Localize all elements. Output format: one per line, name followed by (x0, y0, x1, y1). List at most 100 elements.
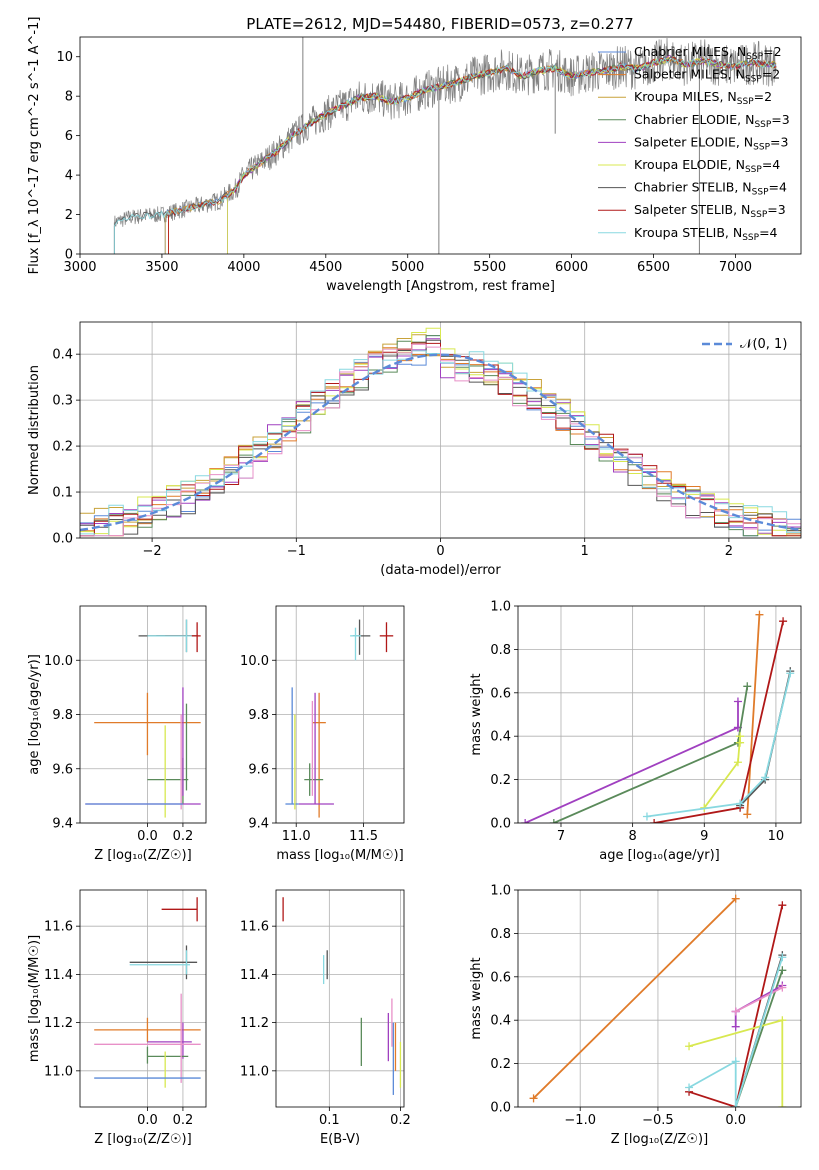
x-tick-label: 0.2 (390, 1113, 411, 1128)
plus-marker (642, 812, 651, 821)
charts-container: 3000 3500 4000 4500 5000 5500 6000 6500 7000 0 2 4 6… (27, 17, 802, 1147)
plus-marker (521, 819, 530, 823)
plus-marker (731, 1057, 740, 1066)
y-tick-label: 0.6 (490, 970, 511, 985)
plot-area (113, 37, 777, 254)
panel-massweight-vs-Z: −1.0 −0.5 0.0 0.0 0.2 0.4 0.6 0.8 1.0 Z [log₁₀(Z/… (469, 884, 802, 1147)
y-tick-label: 10.0 (240, 654, 269, 669)
x-tick-label: 6000 (555, 260, 588, 275)
plus-marker (743, 810, 752, 819)
x-tick-label: −1.0 (564, 1113, 596, 1128)
normal-distribution-curve (80, 353, 801, 532)
y-tick-label: 0.4 (490, 730, 511, 745)
x-tick-label: 0.0 (725, 1113, 746, 1128)
legend-subscript: SSP (745, 165, 762, 175)
data-point-errorbar (379, 622, 394, 653)
legend-label: Salpeter ELODIE, N (634, 134, 753, 149)
y-tick-label: 0.2 (490, 1057, 511, 1072)
mass-weight-line (688, 957, 784, 1107)
x-tick-label: −2 (143, 544, 162, 559)
y-tick-label: 0.8 (490, 643, 511, 658)
x-tick-label: 11.5 (349, 829, 378, 844)
y-tick-label: 11.6 (44, 920, 73, 935)
plus-marker (778, 953, 787, 962)
x-axis-label: wavelength [Angstrom, rest frame] (326, 279, 555, 294)
axes-frame (275, 605, 405, 824)
y-tick-label: 10.0 (44, 654, 73, 669)
x-tick-label: −1 (287, 544, 306, 559)
mass-weight-line (524, 701, 739, 823)
legend-label: Kroupa MILES, N (634, 89, 737, 104)
mass-weight-line (739, 670, 792, 807)
mass-weight-line (746, 614, 761, 815)
residual-histogram (80, 343, 801, 537)
panel-age-vs-mass: 11.0 11.5 9.4 9.6 9.8 10.0 mass [log₁₀(M/M☉)] (240, 605, 405, 863)
figure-title: PLATE=2612, MJD=54480, FIBERID=0573, z=0… (246, 15, 633, 33)
x-tick-label: 0.2 (173, 829, 194, 844)
legend-subscript: SSP (737, 97, 754, 107)
y-tick-label: 11.4 (240, 968, 269, 983)
x-axis-label: Z [log₁₀(Z/Z☉)] (94, 848, 191, 863)
legend-subscript: SSP (754, 120, 771, 130)
y-tick-label: 2 (65, 208, 73, 223)
plus-marker (731, 1022, 740, 1031)
y-tick-label: 1.0 (490, 600, 511, 615)
plus-marker (549, 819, 558, 823)
x-axis-label: mass [log₁₀(M/M☉)] (276, 848, 403, 863)
legend-suffix: =4 (759, 225, 777, 240)
y-tick-label: 4 (65, 169, 73, 184)
y-tick-label: 0.3 (52, 394, 73, 409)
y-axis-label: age [log₁₀(age/yr)] (27, 654, 42, 775)
x-tick-label: 2 (725, 544, 733, 559)
y-tick-label: 11.2 (44, 1016, 73, 1031)
legend-label: 𝒩(0, 1) (740, 337, 787, 352)
mass-weight-line (735, 986, 783, 1013)
y-tick-label: 11.4 (44, 968, 73, 983)
plot-area (80, 327, 801, 537)
y-tick-label: 9.4 (248, 817, 269, 832)
y-tick-label: 0.0 (490, 1101, 511, 1116)
data-point-errorbar (285, 687, 299, 805)
plus-marker (731, 1103, 740, 1107)
panel-age-vs-Z: 0.0 0.2 9.4 9.6 9.8 10.0 Z [log₁₀(Z/Z☉)] age [l… (27, 605, 207, 863)
x-tick-label: 0.0 (137, 1113, 158, 1128)
plus-marker (778, 1016, 787, 1025)
x-tick-label: 5500 (473, 260, 506, 275)
plus-marker (733, 697, 742, 706)
legend-suffix: =3 (771, 112, 789, 127)
legend-subscript: SSP (750, 210, 767, 220)
data-point-errorbar (94, 1017, 201, 1042)
y-tick-label: 6 (65, 129, 73, 144)
data-point-errorbar (312, 692, 326, 818)
y-tick-label: 11.2 (240, 1016, 269, 1031)
mass-weight-line (532, 898, 737, 1099)
panel-spectrum: 3000 3500 4000 4500 5000 5500 6000 6500 7000 0 2 4 6… (27, 17, 802, 294)
y-tick-label: 0.0 (52, 532, 73, 547)
y-tick-label: 0 (65, 248, 73, 263)
plus-marker (786, 669, 795, 678)
plus-marker (736, 799, 745, 808)
data-point-errorbar (350, 627, 361, 661)
plus-marker (650, 819, 659, 823)
data-point-errorbar (304, 763, 324, 796)
x-tick-label: 9 (700, 829, 708, 844)
y-tick-label: 1.0 (490, 884, 511, 899)
y-tick-label: 0.4 (52, 348, 73, 363)
plot-area (85, 619, 201, 818)
x-axis-label: Z [log₁₀(Z/Z☉)] (94, 1132, 191, 1147)
plus-marker (733, 758, 742, 767)
legend-suffix: =3 (767, 202, 785, 217)
legend-subscript: SSP (746, 52, 763, 62)
y-tick-label: 0.1 (52, 486, 73, 501)
mass-weight-line (646, 673, 792, 818)
data-point-errorbar (147, 757, 189, 805)
x-tick-label: 4000 (227, 260, 260, 275)
legend-suffix: =4 (762, 157, 780, 172)
x-tick-label: 10 (768, 829, 785, 844)
x-tick-label: 6500 (637, 260, 670, 275)
data-point-errorbar (147, 1022, 192, 1059)
x-tick-label: 0.2 (173, 1113, 194, 1128)
model-spectrum (113, 56, 776, 254)
data-point-errorbar (147, 619, 192, 653)
